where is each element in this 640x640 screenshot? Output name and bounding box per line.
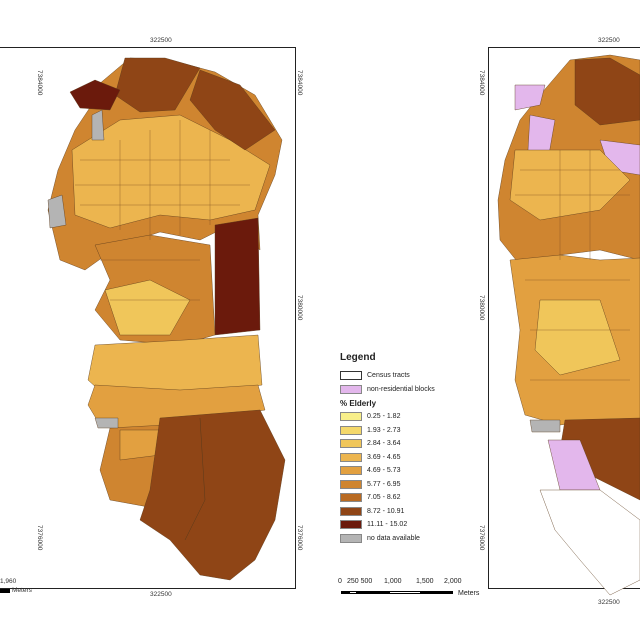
legend-section-title: % Elderly xyxy=(340,399,377,408)
legend-class-row: 1.93 - 2.73 xyxy=(340,424,470,438)
left-region-middle-light xyxy=(104,279,191,336)
legend-row-no-data: no data available xyxy=(340,532,470,546)
scale-seg-4 xyxy=(389,591,421,594)
legend-class-row: 4.69 - 5.73 xyxy=(340,464,470,478)
scale-seg-5 xyxy=(421,591,453,594)
scale-tick-1: 250 500 xyxy=(347,578,373,585)
right-coord-y-bottom: 7376000 xyxy=(478,525,485,551)
left-coord-y-top: 7384000 xyxy=(36,70,43,96)
left-coord-y-bottom-right: 7376000 xyxy=(296,525,303,551)
left-region-south-west-light xyxy=(119,429,161,461)
legend-class-label: 0.25 - 1.82 xyxy=(367,413,401,421)
scale-tick-2: 1,000 xyxy=(384,578,402,585)
legend-class-row: 3.69 - 4.65 xyxy=(340,451,470,465)
right-region-south-tracts xyxy=(539,489,640,596)
left-scale-bar xyxy=(0,589,10,593)
legend-class-label: 1.93 - 2.73 xyxy=(367,426,401,434)
left-region-east-dark xyxy=(214,217,261,336)
legend-class-row: 11.11 - 15.02 xyxy=(340,518,470,532)
scale-tick-3: 1,500 xyxy=(416,578,434,585)
scale-seg-1 xyxy=(341,591,349,594)
legend-class-label: 8.72 - 10.91 xyxy=(367,507,405,515)
legend-row-census-tracts: Census tracts xyxy=(340,369,470,383)
left-coord-y-top-right: 7384000 xyxy=(296,70,303,96)
left-no-data-3 xyxy=(94,417,119,429)
left-no-data-1 xyxy=(91,109,105,141)
legend: Legend Census tracts non-residential blo… xyxy=(340,352,470,545)
right-map xyxy=(497,54,640,596)
left-region-ne xyxy=(189,69,276,151)
left-coord-y-bottom: 7376000 xyxy=(36,525,43,551)
legend-class-row: 8.72 - 10.91 xyxy=(340,505,470,519)
right-region-middle-light xyxy=(534,299,621,376)
right-coord-top: 322500 xyxy=(598,37,620,44)
right-coord-y-top: 7384000 xyxy=(478,70,485,96)
right-region-core xyxy=(509,149,631,221)
right-block-lines xyxy=(515,150,630,381)
legend-class-swatch xyxy=(340,493,362,503)
left-region-core xyxy=(71,114,271,229)
scale-seg-3 xyxy=(357,591,389,594)
right-coord-y-mid: 7380000 xyxy=(478,295,485,321)
legend-class-swatch xyxy=(340,520,362,530)
scale-tick-4: 2,000 xyxy=(444,578,462,585)
no-data-swatch xyxy=(340,533,362,543)
legend-row-non-residential: non-residential blocks xyxy=(340,383,470,397)
legend-class-label: 7.05 - 8.62 xyxy=(367,494,401,502)
left-scale-fragment: 1,960 xyxy=(0,578,17,585)
legend-class-swatch xyxy=(340,479,362,489)
left-coord-y-mid-right: 7380000 xyxy=(296,295,303,321)
left-map xyxy=(47,57,286,581)
left-scale-units: Meters xyxy=(12,587,32,594)
legend-title: Legend xyxy=(340,352,376,363)
scale-tick-0: 0 xyxy=(338,578,342,585)
left-coord-top: 322500 xyxy=(150,37,172,44)
legend-class-swatch xyxy=(340,466,362,476)
scale-seg-2 xyxy=(349,591,357,594)
right-region-nonres-1 xyxy=(514,84,546,111)
legend-class-label: 11.11 - 15.02 xyxy=(367,521,408,529)
legend-class-label: 3.69 - 4.65 xyxy=(367,453,401,461)
left-coord-bottom: 322500 xyxy=(150,591,172,598)
scale-units: Meters xyxy=(458,590,480,597)
legend-class-label: 5.77 - 6.95 xyxy=(367,480,401,488)
scale-bar: 0 250 500 1,000 1,500 2,000 Meters xyxy=(338,578,488,608)
legend-class-swatch xyxy=(340,425,362,435)
legend-class-swatch xyxy=(340,452,362,462)
legend-class-swatch xyxy=(340,412,362,422)
left-divider-south xyxy=(184,417,206,541)
legend-class-row: 7.05 - 8.62 xyxy=(340,491,470,505)
left-region-south xyxy=(139,409,286,581)
legend-class-row: 5.77 - 6.95 xyxy=(340,478,470,492)
left-no-data-2 xyxy=(47,194,67,229)
legend-no-data-label: no data available xyxy=(367,534,420,542)
legend-class-swatch xyxy=(340,439,362,449)
legend-class-swatch xyxy=(340,506,362,516)
right-region-north-dark xyxy=(574,57,640,126)
census-tracts-swatch xyxy=(340,371,362,381)
left-block-lines xyxy=(75,120,250,301)
right-no-data xyxy=(529,419,561,433)
legend-non-residential-label: non-residential blocks xyxy=(367,385,435,393)
non-residential-swatch xyxy=(340,384,362,394)
legend-class-row: 2.84 - 3.64 xyxy=(340,437,470,451)
right-coord-bottom: 322500 xyxy=(598,599,620,606)
left-region-nw-dark xyxy=(69,79,121,111)
legend-class-row: 0.25 - 1.82 xyxy=(340,410,470,424)
legend-classes: 0.25 - 1.82 1.93 - 2.73 2.84 - 3.64 3.69 - … xyxy=(340,410,470,532)
legend-class-label: 4.69 - 5.73 xyxy=(367,467,401,475)
legend-class-label: 2.84 - 3.64 xyxy=(367,440,401,448)
legend-census-tracts-label: Census tracts xyxy=(367,372,410,380)
